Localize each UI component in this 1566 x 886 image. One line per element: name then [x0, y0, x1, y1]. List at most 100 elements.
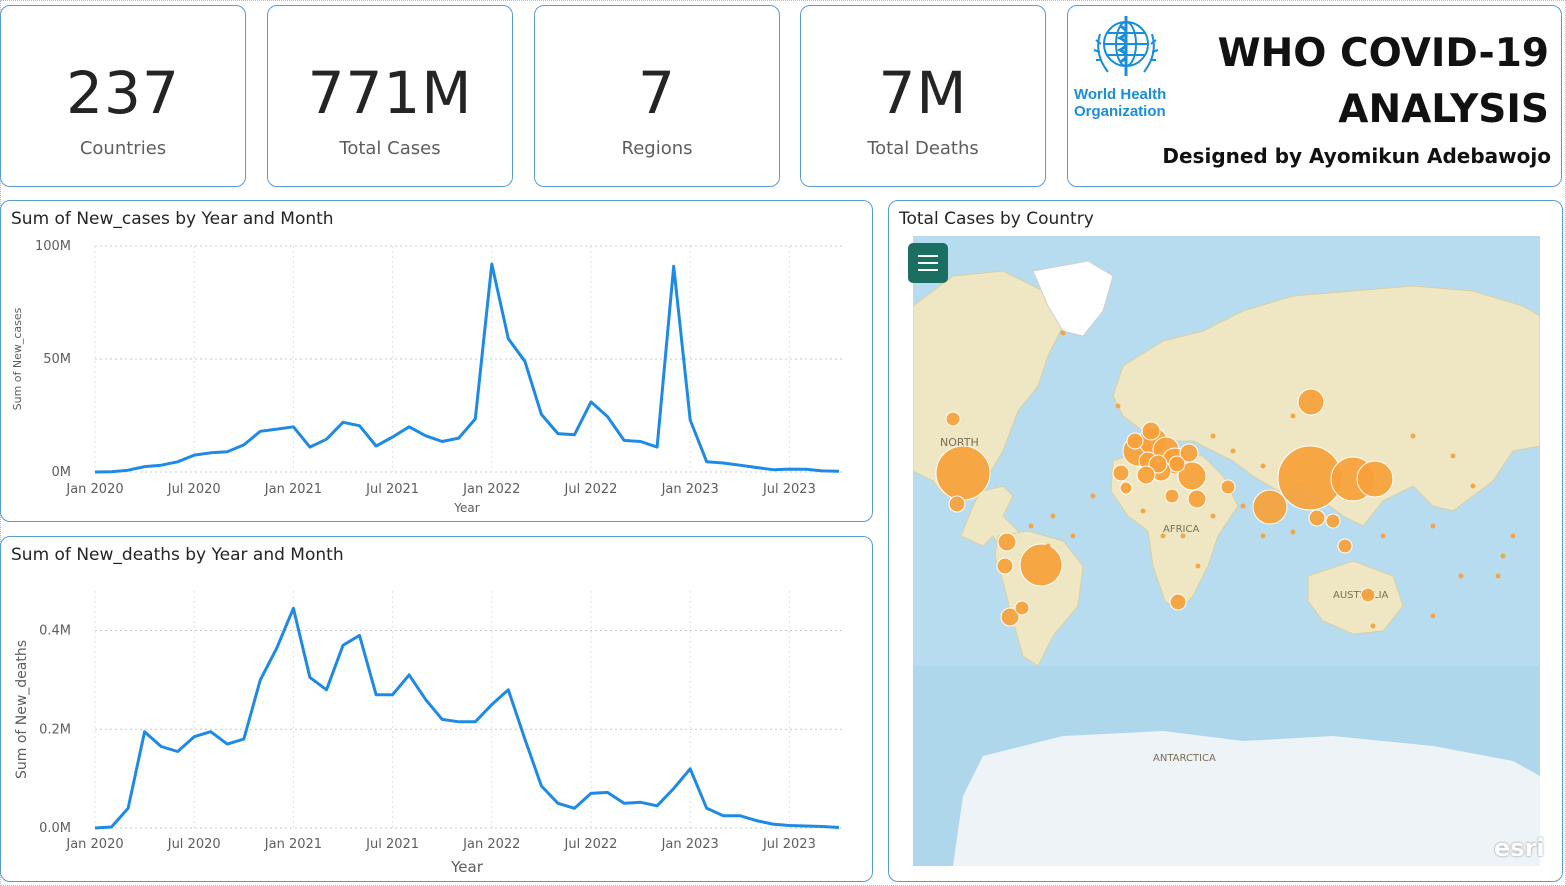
data-point: [704, 459, 710, 465]
data-point: [687, 417, 693, 423]
data-point: [290, 605, 296, 611]
land-australia: [1307, 560, 1404, 635]
country-bubble: [1290, 529, 1296, 535]
data-point: [456, 435, 462, 441]
dashboard-title: WHO COVID-19 ANALYSIS: [1189, 26, 1549, 138]
country-bubble: [1050, 513, 1056, 519]
data-point: [208, 450, 214, 456]
data-point: [357, 423, 363, 429]
data-point: [737, 462, 743, 468]
x-tick-label: Jul 2023: [762, 837, 816, 852]
kpi-card-countries[interactable]: 237 Countries: [0, 5, 246, 187]
data-point: [522, 358, 528, 364]
country-bubble: [1510, 533, 1516, 539]
x-tick-label: Jan 2022: [462, 837, 520, 852]
country-bubble: [1168, 455, 1186, 473]
data-point: [390, 692, 396, 698]
new-cases-line-chart[interactable]: 0M 50M 100M Jan 2020 Jul 2020 Jan 2021 Jul 202…: [1, 201, 871, 519]
hamburger-menu-icon: [918, 255, 938, 257]
y-tick-label: 0.0M: [39, 821, 71, 836]
country-bubble: [1220, 479, 1236, 495]
kpi-card-regions[interactable]: 7 Regions: [534, 5, 780, 187]
x-tick-label: Jul 2020: [167, 837, 221, 852]
x-tick-label: Jan 2020: [65, 482, 123, 497]
data-point: [638, 438, 644, 444]
data-point: [175, 459, 181, 465]
x-tick-label: Jan 2021: [264, 482, 322, 497]
country-bubble: [1430, 523, 1436, 529]
data-point: [456, 719, 462, 725]
data-point: [191, 452, 197, 458]
data-point: [472, 416, 478, 422]
map-menu-button[interactable]: [908, 243, 948, 283]
data-point: [555, 431, 561, 437]
x-tick-label: Jul 2021: [365, 837, 419, 852]
country-bubbles: [935, 330, 1516, 629]
data-point: [274, 645, 280, 651]
data-point: [406, 424, 412, 430]
country-bubble: [1126, 432, 1144, 450]
map-label-africa: AFRICA: [1163, 524, 1199, 535]
country-bubble: [1019, 543, 1063, 587]
new-cases-chart-card[interactable]: Sum of New_cases by Year and Month 0M 50M…: [0, 200, 873, 522]
data-point: [125, 467, 131, 473]
title-card: World Health Organization WHO COVID-19 A…: [1067, 5, 1562, 187]
country-bubble: [1260, 533, 1266, 539]
country-bubble: [1337, 538, 1353, 554]
data-point: [671, 786, 677, 792]
country-bubble: [1380, 533, 1386, 539]
data-point: [737, 813, 743, 819]
country-bubble: [1028, 523, 1034, 529]
esri-attribution: esri: [1494, 834, 1545, 862]
data-point: [571, 432, 577, 438]
kpi-value: 7: [638, 59, 676, 127]
data-point: [687, 766, 693, 772]
land-antarctica: [953, 731, 1540, 866]
data-point: [241, 442, 247, 448]
country-bubble: [1240, 503, 1246, 509]
data-point: [307, 444, 313, 450]
hamburger-menu-icon: [918, 262, 938, 264]
chart-title: Sum of New_deaths by Year and Month: [11, 545, 344, 565]
data-point: [588, 399, 594, 405]
y-tick-label: 50M: [43, 352, 71, 367]
country-bubble: [1141, 421, 1161, 441]
country-bubble: [1308, 509, 1326, 527]
country-bubble: [1210, 433, 1216, 439]
country-bubble: [1450, 453, 1456, 459]
data-point: [158, 744, 164, 750]
data-point: [439, 716, 445, 722]
data-point: [489, 702, 495, 708]
country-bubble: [1164, 488, 1180, 504]
data-point: [803, 823, 809, 829]
kpi-card-total-deaths[interactable]: 7M Total Deaths: [800, 5, 1046, 187]
data-point: [274, 426, 280, 432]
data-point: [786, 466, 792, 472]
new-deaths-line-chart[interactable]: 0.0M 0.2M 0.4M Jan 2020 Jul 2020 Jan 2021 Jul …: [1, 537, 871, 879]
hamburger-menu-icon: [918, 269, 938, 271]
data-point: [142, 729, 148, 735]
data-point: [770, 821, 776, 827]
kpi-value: 7M: [878, 59, 968, 127]
kpi-value: 771M: [307, 59, 473, 127]
series-line: [94, 606, 840, 830]
country-bubble: [1470, 483, 1476, 489]
kpi-card-total-cases[interactable]: 771M Total Cases: [267, 5, 513, 187]
land-greenland: [1032, 260, 1114, 337]
data-point: [588, 790, 594, 796]
kpi-label: Total Cases: [339, 138, 441, 159]
x-tick-label: Jan 2022: [462, 482, 520, 497]
country-bubble: [1140, 508, 1146, 514]
data-point: [373, 443, 379, 449]
data-point: [505, 336, 511, 342]
data-point: [224, 741, 230, 747]
data-point: [753, 464, 759, 470]
data-point: [704, 805, 710, 811]
y-tick-label: 0M: [52, 465, 72, 480]
country-bubble: [1495, 573, 1501, 579]
data-point: [555, 800, 561, 806]
country-bubble: [1360, 587, 1376, 603]
data-point: [605, 789, 611, 795]
new-deaths-chart-card[interactable]: Sum of New_deaths by Year and Month 0.0M…: [0, 536, 873, 882]
world-map[interactable]: NORTH AFRICA AUSTRALIA ANTARCTICA: [913, 236, 1540, 866]
